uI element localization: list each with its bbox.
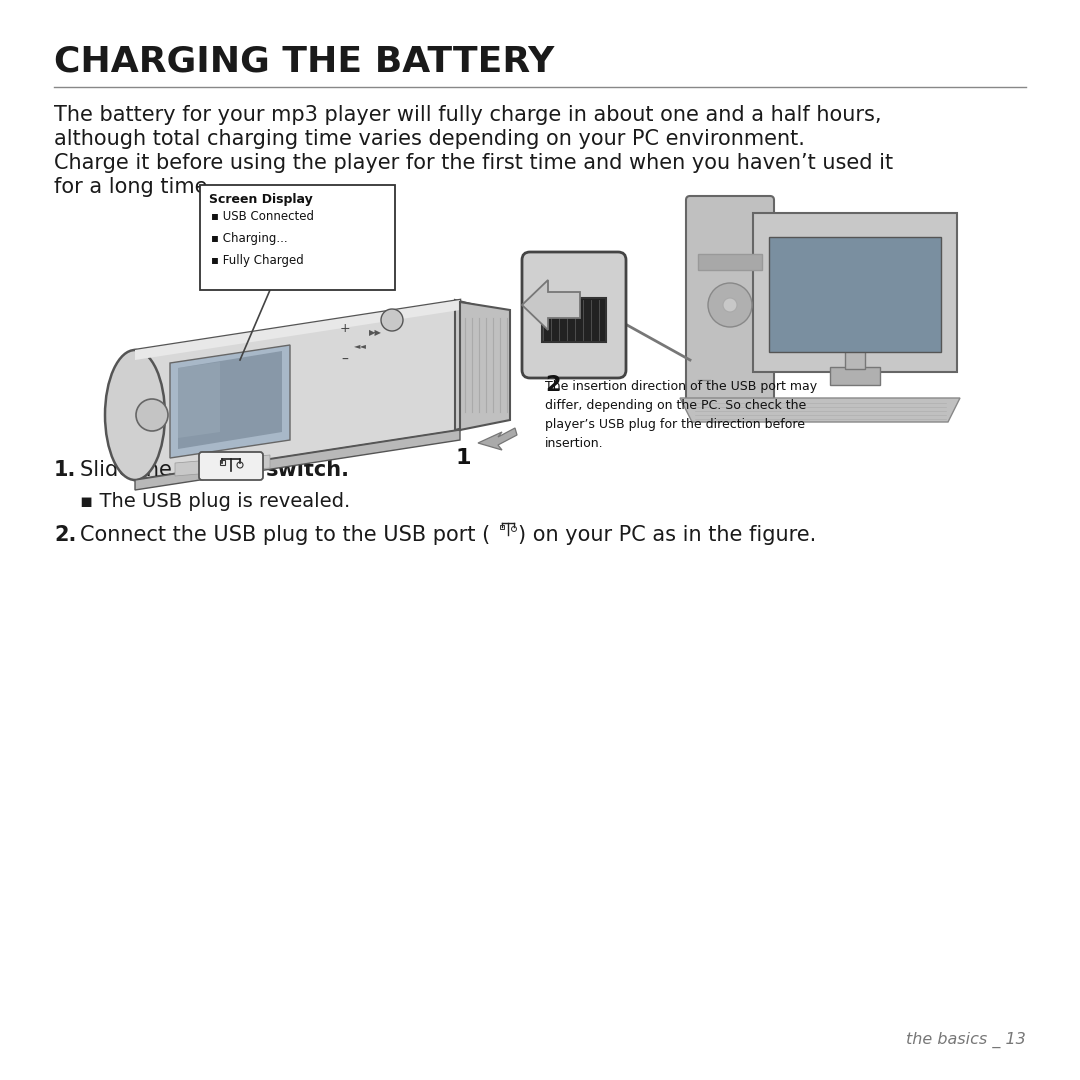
Text: The insertion direction of the USB port may
differ, depending on the PC. So chec: The insertion direction of the USB port … <box>545 380 818 450</box>
Bar <box>220 460 225 465</box>
Bar <box>542 298 606 342</box>
Text: although total charging time varies depending on your PC environment.: although total charging time varies depe… <box>54 129 805 149</box>
Circle shape <box>381 309 403 330</box>
FancyBboxPatch shape <box>199 453 264 480</box>
Text: Screen Display: Screen Display <box>210 193 313 206</box>
Ellipse shape <box>105 350 165 480</box>
Polygon shape <box>135 430 460 490</box>
Polygon shape <box>455 300 475 430</box>
Polygon shape <box>178 351 282 449</box>
Text: ▶▶: ▶▶ <box>368 328 381 337</box>
Text: 1: 1 <box>455 448 471 468</box>
Circle shape <box>136 399 168 431</box>
Text: 2.: 2. <box>54 525 77 545</box>
Polygon shape <box>478 428 517 450</box>
Text: ▪ The USB plug is revealed.: ▪ The USB plug is revealed. <box>80 492 350 511</box>
Text: +: + <box>340 323 350 336</box>
Polygon shape <box>175 455 270 476</box>
Bar <box>769 237 941 352</box>
Text: ▪ USB Connected: ▪ USB Connected <box>211 210 314 222</box>
Circle shape <box>723 298 737 312</box>
Polygon shape <box>178 362 220 438</box>
Text: Charge it before using the player for the first time and when you haven’t used i: Charge it before using the player for th… <box>54 153 893 173</box>
Polygon shape <box>680 399 960 422</box>
Text: ◄◄: ◄◄ <box>353 341 366 351</box>
Text: The battery for your mp3 player will fully charge in about one and a half hours,: The battery for your mp3 player will ful… <box>54 105 881 125</box>
Text: for a long time.: for a long time. <box>54 177 214 197</box>
Text: switch.: switch. <box>266 460 350 480</box>
Text: CHARGING THE BATTERY: CHARGING THE BATTERY <box>54 45 554 79</box>
Text: SAMSUNG: SAMSUNG <box>203 458 241 467</box>
Text: Slide the: Slide the <box>80 460 172 480</box>
FancyBboxPatch shape <box>522 252 626 378</box>
FancyBboxPatch shape <box>753 213 957 372</box>
Polygon shape <box>135 300 460 360</box>
Polygon shape <box>170 345 291 458</box>
Text: ) on your PC as in the figure.: ) on your PC as in the figure. <box>518 525 816 545</box>
FancyBboxPatch shape <box>686 195 774 404</box>
Polygon shape <box>522 280 580 330</box>
Text: ▪ Fully Charged: ▪ Fully Charged <box>211 254 303 267</box>
Bar <box>698 254 762 270</box>
Text: ▪ Charging...: ▪ Charging... <box>211 232 287 245</box>
Text: –: – <box>341 353 349 367</box>
Text: 1.: 1. <box>54 460 77 480</box>
Circle shape <box>708 283 752 327</box>
Polygon shape <box>460 302 510 430</box>
Text: the basics _ 13: the basics _ 13 <box>906 1031 1026 1048</box>
Text: Connect the USB plug to the USB port (: Connect the USB plug to the USB port ( <box>80 525 490 545</box>
Text: 2: 2 <box>545 375 561 395</box>
Bar <box>845 349 865 369</box>
Bar <box>500 525 504 529</box>
FancyBboxPatch shape <box>200 185 395 291</box>
Polygon shape <box>135 300 460 480</box>
Bar <box>831 367 880 384</box>
